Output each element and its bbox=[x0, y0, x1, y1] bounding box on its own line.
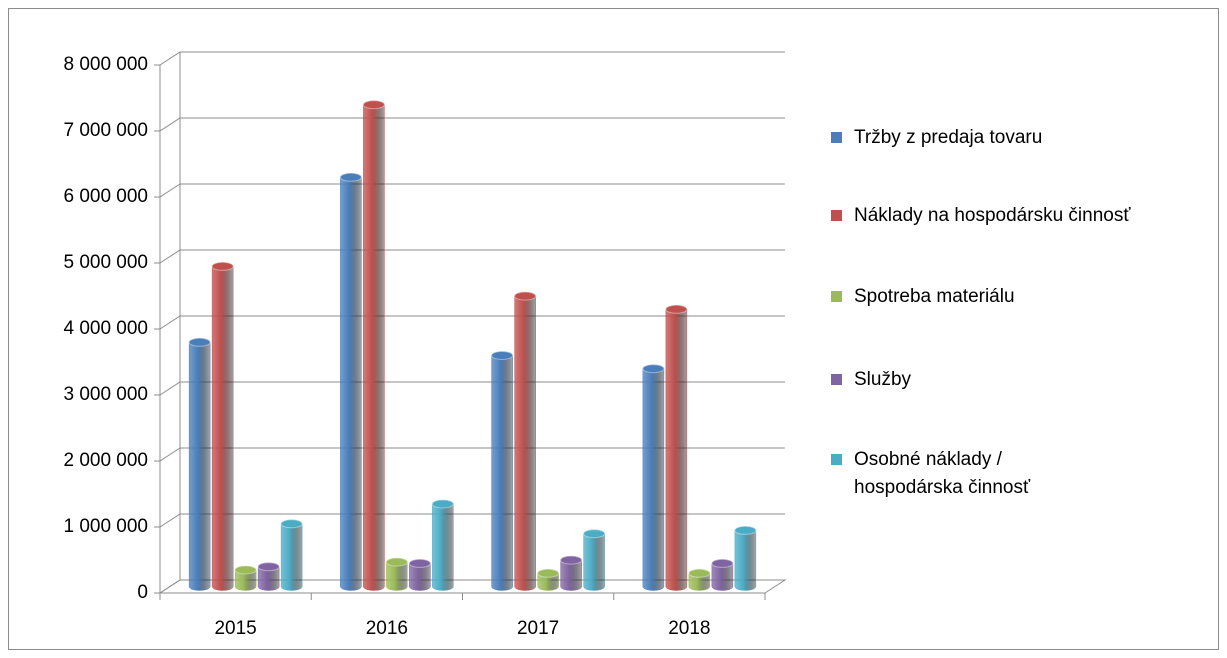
bar-top bbox=[188, 337, 211, 347]
bar-top bbox=[408, 558, 431, 568]
y-tick-label: 6 000 000 bbox=[63, 186, 148, 207]
bar-top bbox=[642, 364, 665, 374]
bar-top bbox=[491, 351, 514, 360]
y-tick-label: 7 000 000 bbox=[63, 120, 148, 141]
y-tick-label: 8 000 000 bbox=[63, 54, 148, 75]
y-tick-label: 2 000 000 bbox=[63, 450, 148, 471]
grid-line bbox=[159, 447, 785, 462]
bar bbox=[340, 173, 362, 591]
legend-swatch bbox=[831, 210, 842, 221]
bar-top bbox=[385, 557, 408, 567]
bar bbox=[514, 291, 536, 591]
grid-line bbox=[159, 315, 785, 330]
bar bbox=[363, 100, 385, 591]
grid-line bbox=[159, 183, 785, 198]
bar-top bbox=[514, 291, 537, 301]
x-tick-label: 2018 bbox=[668, 618, 710, 639]
x-tick-label: 2017 bbox=[517, 618, 559, 639]
legend-label: Spotreba materiálu bbox=[854, 286, 1015, 307]
grid-line bbox=[159, 381, 785, 396]
grid-line bbox=[159, 51, 785, 66]
y-tick-label: 1 000 000 bbox=[63, 516, 148, 537]
legend-item: Tržby z predaja tovaru bbox=[828, 124, 1218, 152]
y-tick-label: 3 000 000 bbox=[63, 384, 148, 405]
bar-top bbox=[431, 499, 454, 509]
grid-line bbox=[159, 249, 785, 264]
bar-top bbox=[362, 100, 385, 110]
legend-swatch bbox=[831, 374, 842, 385]
legend-swatch bbox=[831, 291, 842, 302]
grid-line bbox=[159, 579, 785, 594]
bar-top bbox=[211, 261, 234, 271]
x-tick-label: 2015 bbox=[214, 618, 256, 639]
bar-top bbox=[234, 565, 257, 575]
bar-top bbox=[560, 555, 583, 565]
bar-top bbox=[734, 525, 757, 535]
bar bbox=[280, 519, 303, 591]
bar-top bbox=[339, 172, 362, 182]
bar-top bbox=[711, 558, 734, 568]
grid-line bbox=[159, 513, 785, 528]
legend-swatch bbox=[831, 454, 842, 465]
bar bbox=[211, 262, 234, 591]
bar-top bbox=[688, 568, 711, 578]
bar-top bbox=[665, 304, 688, 314]
y-tick-label: 5 000 000 bbox=[63, 252, 148, 273]
bar bbox=[583, 529, 605, 591]
bar-top bbox=[537, 568, 560, 578]
bar-top bbox=[257, 562, 280, 572]
bar bbox=[665, 305, 688, 591]
legend-swatch bbox=[831, 132, 842, 143]
legend-item: Osobné náklady / hospodárska činnosť bbox=[828, 446, 1058, 502]
bar-top bbox=[280, 519, 303, 529]
y-tick-label: 0 bbox=[137, 582, 148, 603]
chart-border bbox=[8, 8, 1219, 650]
bar bbox=[188, 338, 211, 591]
legend-label: Náklady na hospodársku činnosť bbox=[854, 205, 1131, 226]
bar bbox=[491, 351, 513, 591]
bar-top bbox=[583, 529, 606, 539]
legend-item: Spotreba materiálu bbox=[828, 283, 1218, 311]
legend-label: Osobné náklady / hospodárska činnosť bbox=[854, 449, 1031, 498]
legend-item: Služby bbox=[828, 366, 1218, 394]
legend-label: Služby bbox=[854, 369, 912, 390]
x-tick-label: 2016 bbox=[366, 618, 408, 639]
legend-label: Tržby z predaja tovaru bbox=[854, 127, 1043, 148]
y-tick-label: 4 000 000 bbox=[63, 318, 148, 339]
bar bbox=[642, 364, 665, 591]
bar bbox=[432, 499, 454, 591]
bar bbox=[734, 526, 757, 591]
grid-line bbox=[159, 117, 785, 132]
legend-item: Náklady na hospodársku činnosť bbox=[828, 202, 1218, 230]
